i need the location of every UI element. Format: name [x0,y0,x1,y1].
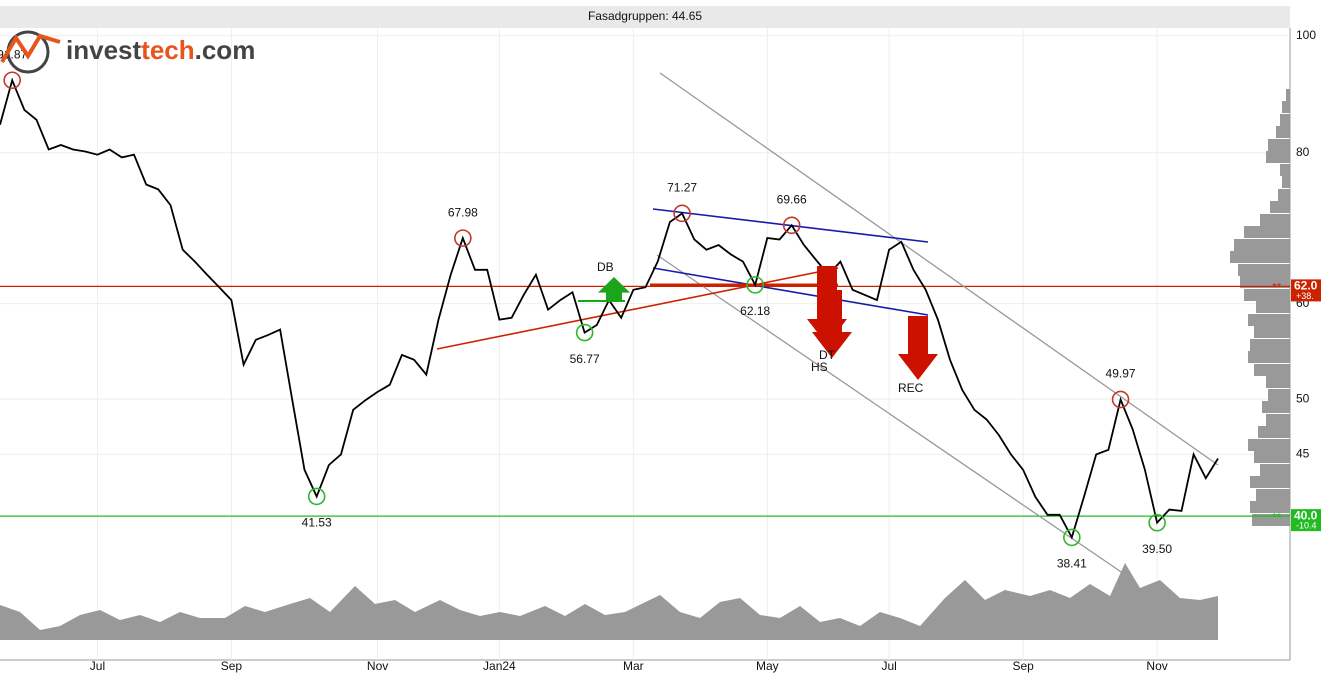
highs-marker [3,71,21,90]
x-tick-label: Jan24 [483,659,516,673]
lows-label: 39.50 [1142,542,1172,556]
volume-profile-bar [1276,126,1290,138]
logo-part: invest [66,35,141,65]
volume-profile-bar [1266,414,1290,426]
y-tick-label: 100 [1296,28,1316,42]
volume-profile-bar [1244,289,1290,301]
trend-line [652,267,929,316]
trend-line [659,72,1219,466]
volume-profile-bar [1248,351,1290,363]
y-tick-label: 45 [1296,447,1310,461]
logo-swoosh [0,33,61,64]
signal-arrow [598,277,630,302]
volume-profile-bar [1234,239,1290,251]
lows-label: 38.41 [1057,557,1087,571]
lows-marker [1148,513,1166,532]
highs-marker [1111,390,1130,409]
volume-profile-bar [1238,264,1290,276]
volume-profile-bar [1240,276,1290,288]
volume-profile-bar [1268,389,1290,401]
highs-marker [782,216,801,235]
x-tick-label: Nov [1146,659,1167,673]
logo-part: .com [195,35,256,65]
lows-marker [1063,528,1081,547]
signal-label: REC [898,381,924,395]
volume-profile-bar [1252,514,1290,526]
signal-label: DB [597,260,614,274]
chart-title: Fasadgruppen: 44.65 [588,9,702,23]
level-label: 40.0 [1294,508,1318,522]
highs-marker [454,229,472,247]
lows-label: 56.77 [570,352,600,366]
logo-text: investtech.com [66,35,255,65]
volume-profile-bar [1266,151,1290,163]
x-tick-label: Sep [1012,659,1034,673]
level-note: +38. [1296,291,1314,301]
highs-label: 67.98 [448,205,478,219]
volume-profile-bar [1266,376,1290,388]
volume-profile-bar [1244,226,1290,238]
y-tick-label: 50 [1296,391,1310,405]
volume-profile-bar [1254,451,1290,463]
logo-part: tech [141,35,194,65]
volume-profile-bar [1260,464,1290,476]
signal-label: HS [811,360,828,374]
volume-profile-bar [1258,426,1290,438]
x-tick-label: Mar [623,659,644,673]
volume-profile-bar [1280,164,1290,176]
highs-label: 71.27 [667,181,697,195]
volume-profile-bar [1250,476,1290,488]
volume-profile-bar [1278,189,1290,201]
volume-profile-bar [1270,201,1290,213]
volume-profile-bar [1260,214,1290,226]
volume-profile-bar [1268,139,1290,151]
volume-profile-bar [1250,339,1290,351]
volume-profile-bar [1248,314,1290,326]
volume-profile-bar [1286,89,1290,101]
lows-label: 41.53 [302,516,332,530]
volume-profile-bar [1230,251,1290,263]
level-box [1291,509,1321,532]
volume-profile-bar [1256,489,1290,501]
signal-arrow [812,290,852,358]
volume-profile-bar [1262,401,1290,413]
volume-profile-bar [1254,326,1290,338]
logo: investtech.com [0,30,255,74]
volume-profile-bar [1250,501,1290,513]
x-tick-label: Sep [221,659,243,673]
highs-marker [673,204,691,223]
level-marker: ** [1272,510,1282,524]
level-label: 62.0 [1294,279,1318,293]
signal-arrow [898,316,938,380]
volume-profile-bar [1254,364,1290,376]
lows-marker [307,487,326,506]
title-bar [0,6,1290,28]
highs-label: 49.97 [1106,367,1136,381]
trend-line [436,267,839,350]
volume-profile-bar [1248,439,1290,451]
x-tick-label: Jul [90,659,105,673]
x-tick-label: Jul [881,659,896,673]
volume-profile-bar [1282,101,1290,113]
x-tick-label: May [756,659,779,673]
signal-label: DT [819,348,836,362]
y-tick-label: 80 [1296,145,1310,159]
volume-profile-bar [1256,301,1290,313]
volume-profile-bar [1280,114,1290,126]
lows-marker [746,276,764,294]
highs-label: 69.66 [777,193,807,207]
lows-marker [575,323,594,342]
lows-label: 62.18 [740,304,770,318]
volume-area [0,563,1218,640]
volume-profile-bar [1282,176,1290,188]
level-note: -10.4 [1296,521,1317,531]
trend-line [656,254,1131,579]
level-marker: ** [1272,281,1282,295]
x-tick-label: Nov [367,659,388,673]
level-box [1291,279,1321,302]
